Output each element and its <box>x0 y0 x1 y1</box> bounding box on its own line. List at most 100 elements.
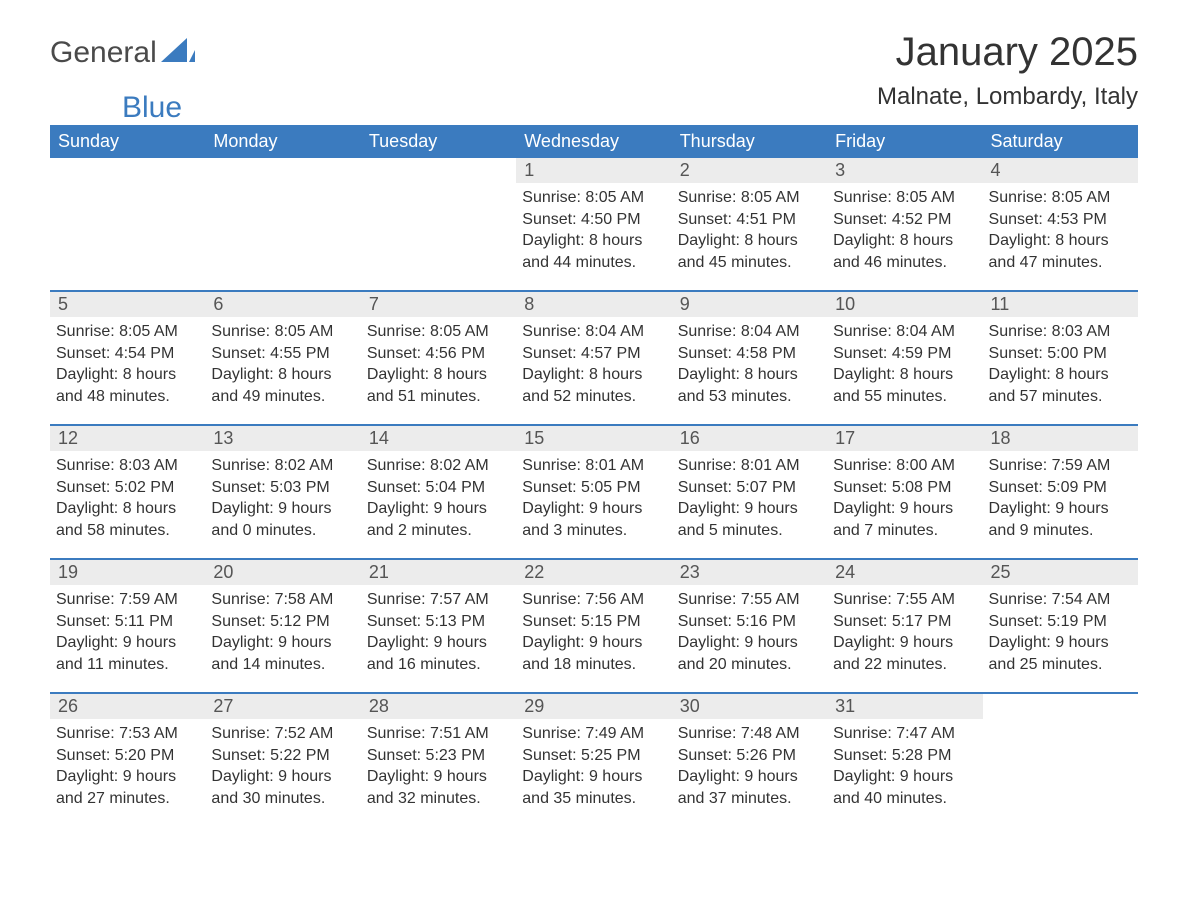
sunrise-text: Sunrise: 7:58 AM <box>211 589 354 611</box>
daylight-text-2: and 45 minutes. <box>678 252 821 274</box>
day-number: 3 <box>827 158 982 183</box>
daylight-text-1: Daylight: 9 hours <box>367 498 510 520</box>
day-cell: 21Sunrise: 7:57 AMSunset: 5:13 PMDayligh… <box>361 560 516 692</box>
daylight-text-2: and 18 minutes. <box>522 654 665 676</box>
daylight-text-1: Daylight: 9 hours <box>678 632 821 654</box>
page-title: January 2025 <box>896 30 1138 75</box>
sunrise-text: Sunrise: 8:05 AM <box>367 321 510 343</box>
daylight-text-2: and 52 minutes. <box>522 386 665 408</box>
week-row: 19Sunrise: 7:59 AMSunset: 5:11 PMDayligh… <box>50 558 1138 692</box>
daylight-text-1: Daylight: 8 hours <box>367 364 510 386</box>
calendar-header-row: SundayMondayTuesdayWednesdayThursdayFrid… <box>50 125 1138 158</box>
day-number: 2 <box>672 158 827 183</box>
day-data: Sunrise: 8:05 AMSunset: 4:50 PMDaylight:… <box>516 183 671 283</box>
day-data: Sunrise: 8:05 AMSunset: 4:52 PMDaylight:… <box>827 183 982 283</box>
day-cell: 30Sunrise: 7:48 AMSunset: 5:26 PMDayligh… <box>672 694 827 826</box>
daylight-text-1: Daylight: 9 hours <box>211 498 354 520</box>
day-number: 14 <box>361 426 516 451</box>
sunset-text: Sunset: 5:25 PM <box>522 745 665 767</box>
sunset-text: Sunset: 5:12 PM <box>211 611 354 633</box>
sunset-text: Sunset: 5:05 PM <box>522 477 665 499</box>
daylight-text-2: and 11 minutes. <box>56 654 199 676</box>
logo-text-general: General <box>50 36 157 70</box>
week-row: 5Sunrise: 8:05 AMSunset: 4:54 PMDaylight… <box>50 290 1138 424</box>
day-cell: 11Sunrise: 8:03 AMSunset: 5:00 PMDayligh… <box>983 292 1138 424</box>
sunrise-text: Sunrise: 8:01 AM <box>678 455 821 477</box>
daylight-text-1: Daylight: 9 hours <box>522 498 665 520</box>
calendar: SundayMondayTuesdayWednesdayThursdayFrid… <box>50 125 1138 826</box>
sunrise-text: Sunrise: 8:05 AM <box>678 187 821 209</box>
day-cell: 31Sunrise: 7:47 AMSunset: 5:28 PMDayligh… <box>827 694 982 826</box>
day-data <box>361 183 516 197</box>
daylight-text-1: Daylight: 8 hours <box>989 230 1132 252</box>
day-data: Sunrise: 8:00 AMSunset: 5:08 PMDaylight:… <box>827 451 982 551</box>
day-data: Sunrise: 8:02 AMSunset: 5:03 PMDaylight:… <box>205 451 360 551</box>
day-cell: 28Sunrise: 7:51 AMSunset: 5:23 PMDayligh… <box>361 694 516 826</box>
sunset-text: Sunset: 5:26 PM <box>678 745 821 767</box>
sunrise-text: Sunrise: 7:51 AM <box>367 723 510 745</box>
day-data: Sunrise: 7:47 AMSunset: 5:28 PMDaylight:… <box>827 719 982 819</box>
day-data: Sunrise: 7:59 AMSunset: 5:09 PMDaylight:… <box>983 451 1138 551</box>
sunrise-text: Sunrise: 7:49 AM <box>522 723 665 745</box>
day-number: 28 <box>361 694 516 719</box>
day-header: Monday <box>205 125 360 158</box>
sunset-text: Sunset: 5:17 PM <box>833 611 976 633</box>
sunset-text: Sunset: 4:53 PM <box>989 209 1132 231</box>
day-cell: 24Sunrise: 7:55 AMSunset: 5:17 PMDayligh… <box>827 560 982 692</box>
day-data <box>983 719 1138 733</box>
weeks-container: 1Sunrise: 8:05 AMSunset: 4:50 PMDaylight… <box>50 158 1138 826</box>
day-cell: 25Sunrise: 7:54 AMSunset: 5:19 PMDayligh… <box>983 560 1138 692</box>
logo-sail-icon <box>161 36 195 70</box>
daylight-text-2: and 27 minutes. <box>56 788 199 810</box>
day-header: Tuesday <box>361 125 516 158</box>
daylight-text-2: and 40 minutes. <box>833 788 976 810</box>
day-data: Sunrise: 8:05 AMSunset: 4:51 PMDaylight:… <box>672 183 827 283</box>
day-cell: 5Sunrise: 8:05 AMSunset: 4:54 PMDaylight… <box>50 292 205 424</box>
top-row: General January 2025 <box>50 30 1138 75</box>
day-data: Sunrise: 7:55 AMSunset: 5:16 PMDaylight:… <box>672 585 827 685</box>
daylight-text-2: and 47 minutes. <box>989 252 1132 274</box>
day-data: Sunrise: 7:48 AMSunset: 5:26 PMDaylight:… <box>672 719 827 819</box>
daylight-text-2: and 30 minutes. <box>211 788 354 810</box>
daylight-text-2: and 9 minutes. <box>989 520 1132 542</box>
daylight-text-1: Daylight: 9 hours <box>833 498 976 520</box>
daylight-text-1: Daylight: 8 hours <box>211 364 354 386</box>
sunrise-text: Sunrise: 8:04 AM <box>522 321 665 343</box>
sunrise-text: Sunrise: 8:04 AM <box>833 321 976 343</box>
day-cell: 27Sunrise: 7:52 AMSunset: 5:22 PMDayligh… <box>205 694 360 826</box>
day-cell: 29 Sunrise: 7:49 AMSunset: 5:25 PMDayligh… <box>516 694 671 826</box>
daylight-text-1: Daylight: 8 hours <box>522 364 665 386</box>
sunrise-text: Sunrise: 8:00 AM <box>833 455 976 477</box>
daylight-text-1: Daylight: 9 hours <box>678 766 821 788</box>
day-number: 29 <box>516 694 671 719</box>
sunrise-text: Sunrise: 7:59 AM <box>56 589 199 611</box>
day-cell: 16Sunrise: 8:01 AMSunset: 5:07 PMDayligh… <box>672 426 827 558</box>
sunrise-text: Sunrise: 8:04 AM <box>678 321 821 343</box>
day-number: 20 <box>205 560 360 585</box>
daylight-text-1: Daylight: 9 hours <box>522 766 665 788</box>
daylight-text-2: and 22 minutes. <box>833 654 976 676</box>
daylight-text-1: Daylight: 8 hours <box>522 230 665 252</box>
day-header: Sunday <box>50 125 205 158</box>
sunrise-text: Sunrise: 7:54 AM <box>989 589 1132 611</box>
day-number: 8 <box>516 292 671 317</box>
sunrise-text: Sunrise: 8:05 AM <box>989 187 1132 209</box>
daylight-text-1: Daylight: 9 hours <box>989 498 1132 520</box>
day-data: Sunrise: 8:05 AMSunset: 4:54 PMDaylight:… <box>50 317 205 417</box>
day-data: Sunrise: 8:04 AMSunset: 4:59 PMDaylight:… <box>827 317 982 417</box>
day-cell: 6Sunrise: 8:05 AMSunset: 4:55 PMDaylight… <box>205 292 360 424</box>
day-cell: 22Sunrise: 7:56 AMSunset: 5:15 PMDayligh… <box>516 560 671 692</box>
day-number: 6 <box>205 292 360 317</box>
sunrise-text: Sunrise: 7:53 AM <box>56 723 199 745</box>
daylight-text-2: and 14 minutes. <box>211 654 354 676</box>
sunrise-text: Sunrise: 8:01 AM <box>522 455 665 477</box>
daylight-text-1: Daylight: 8 hours <box>56 364 199 386</box>
sunset-text: Sunset: 5:04 PM <box>367 477 510 499</box>
sunset-text: Sunset: 5:07 PM <box>678 477 821 499</box>
day-data: Sunrise: 8:04 AMSunset: 4:57 PMDaylight:… <box>516 317 671 417</box>
sunrise-text: Sunrise: 8:03 AM <box>56 455 199 477</box>
daylight-text-1: Daylight: 9 hours <box>989 632 1132 654</box>
day-data: Sunrise: 7:57 AMSunset: 5:13 PMDaylight:… <box>361 585 516 685</box>
sunrise-text: Sunrise: 7:48 AM <box>678 723 821 745</box>
daylight-text-1: Daylight: 8 hours <box>989 364 1132 386</box>
